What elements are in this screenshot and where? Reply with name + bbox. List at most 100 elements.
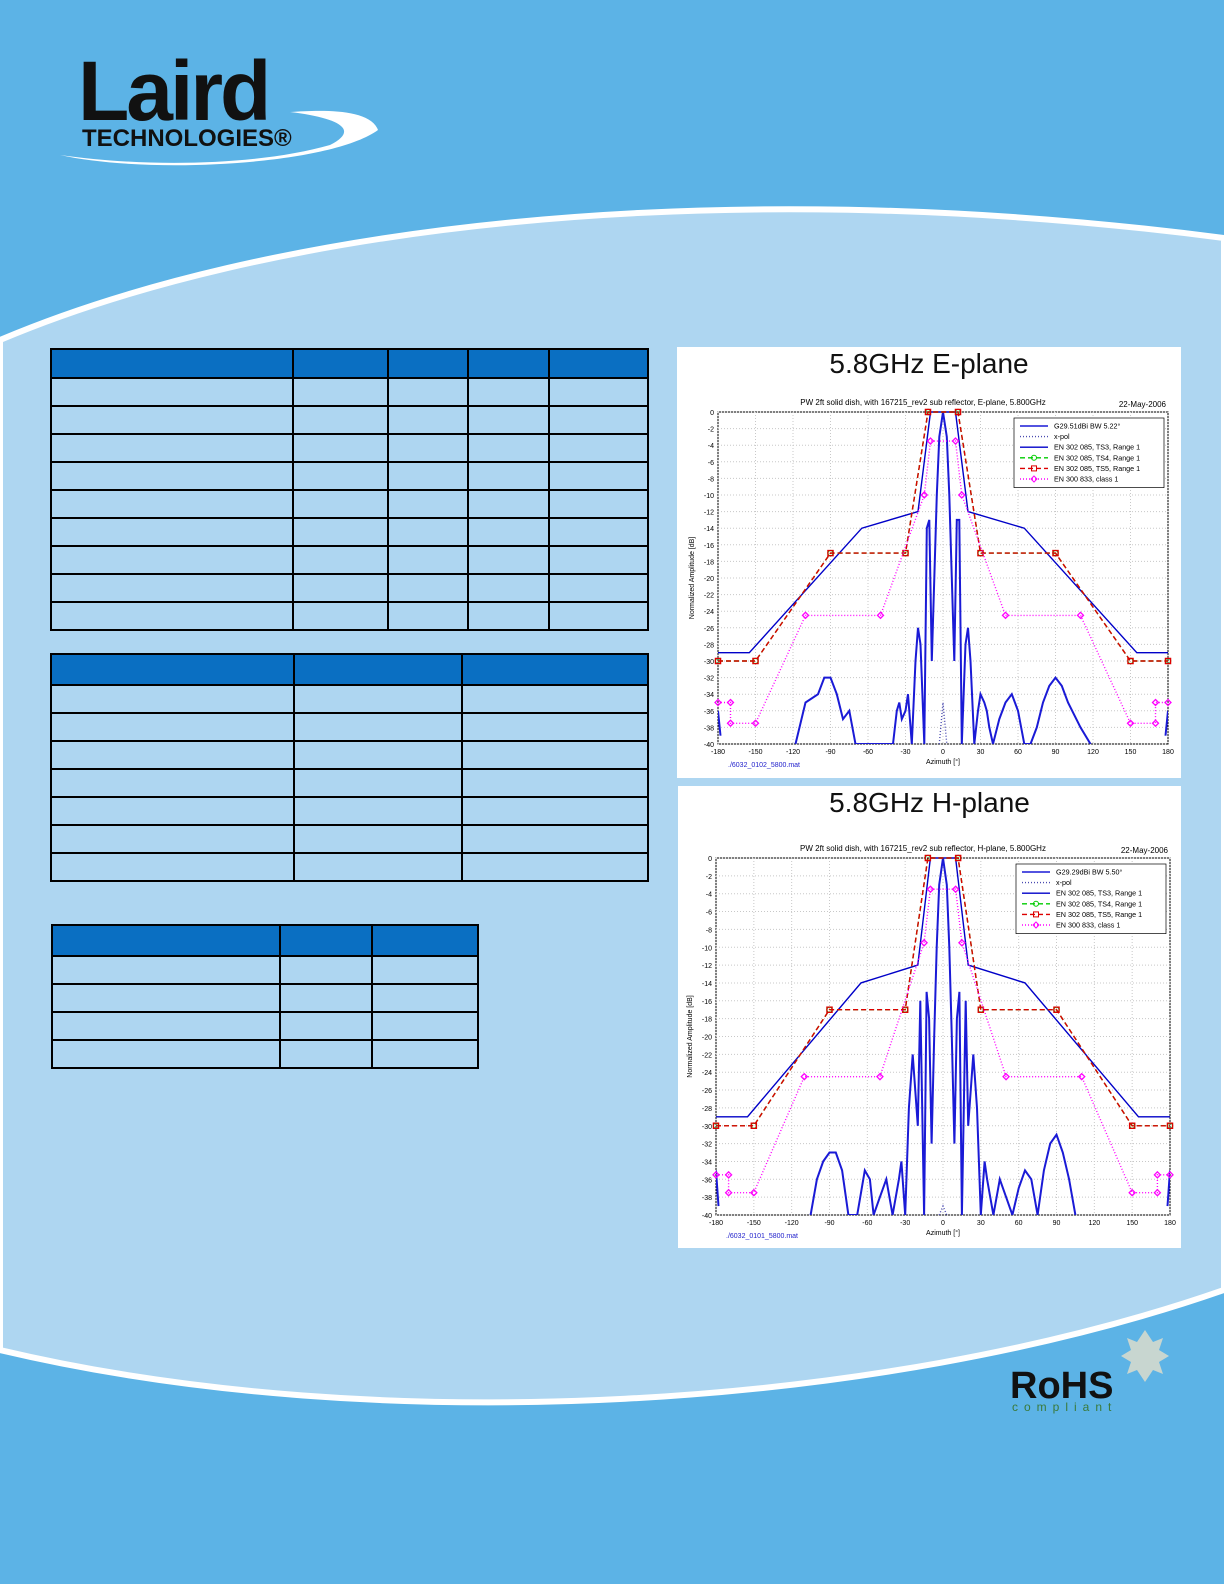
marker <box>724 1170 733 1179</box>
y-tick-label: -40 <box>704 742 714 749</box>
legend-label: EN 302 085, TS4, Range 1 <box>1056 899 1142 908</box>
row <box>50 517 649 547</box>
y-tick-label: 0 <box>708 856 712 863</box>
series-line <box>718 411 1168 662</box>
row <box>50 433 649 463</box>
cell <box>292 601 389 631</box>
chart-subtitle: PW 2ft solid dish, with 167215_rev2 sub … <box>800 844 1046 853</box>
x-tick-label: 0 <box>941 749 945 756</box>
cell <box>548 433 649 463</box>
cell <box>293 824 463 854</box>
marker <box>1153 1188 1162 1197</box>
y-tick-label: -24 <box>702 1070 712 1077</box>
x-tick-label: 180 <box>1162 749 1174 756</box>
cell <box>292 405 389 435</box>
marker <box>749 1188 758 1197</box>
x-tick-label: 0 <box>941 1220 945 1227</box>
legend-marker <box>1033 911 1039 918</box>
y-tick-label: -16 <box>704 543 714 550</box>
cell <box>548 377 649 407</box>
row <box>50 573 649 603</box>
marker <box>920 938 929 947</box>
x-tick-label: 60 <box>1015 1220 1023 1227</box>
marker <box>926 885 935 894</box>
marker <box>957 491 966 499</box>
cell <box>467 348 550 379</box>
marker <box>1164 657 1172 665</box>
cell <box>371 1039 479 1069</box>
y-tick-label: -6 <box>706 910 712 917</box>
cell <box>51 955 281 985</box>
row <box>50 740 649 770</box>
cell <box>461 712 649 742</box>
cell <box>467 489 550 519</box>
x-tick-label: 90 <box>1052 749 1060 756</box>
rohs-note: compliant <box>1012 1400 1117 1414</box>
x-tick-label: 150 <box>1125 749 1137 756</box>
cell <box>50 852 295 882</box>
row <box>50 489 649 519</box>
legend-box <box>1013 417 1165 488</box>
cell <box>50 377 294 407</box>
y-tick-label: 0 <box>710 410 714 417</box>
marker <box>876 611 885 620</box>
cell <box>292 433 389 463</box>
y-tick-label: -26 <box>702 1088 712 1095</box>
x-tick-label: -90 <box>825 749 835 756</box>
y-tick-label: -40 <box>702 1213 712 1220</box>
y-tick-label: -34 <box>704 692 714 699</box>
marker <box>954 854 962 862</box>
row <box>50 796 649 826</box>
legend-marker <box>1031 454 1037 461</box>
cell <box>387 461 469 491</box>
header-row <box>50 348 649 379</box>
cell <box>548 573 649 603</box>
cell <box>467 461 550 491</box>
y-tick-label: -20 <box>702 1035 712 1042</box>
row <box>50 684 649 714</box>
cell <box>50 824 295 854</box>
legend-label: EN 300 833, class 1 <box>1056 921 1120 930</box>
rohs-logo: RoHS <box>1010 1365 1113 1407</box>
marker <box>1164 698 1172 707</box>
legend-label: EN 300 833, class 1 <box>1054 475 1118 484</box>
x-tick-label: -180 <box>711 749 725 756</box>
marker <box>924 854 932 862</box>
y-tick-label: -34 <box>702 1159 712 1166</box>
x-tick-label: -30 <box>900 1220 910 1227</box>
legend-marker <box>1033 911 1039 918</box>
row <box>50 712 649 742</box>
cell <box>387 433 469 463</box>
x-tick-label: -90 <box>824 1220 834 1227</box>
legend-marker <box>1031 454 1037 461</box>
y-tick-label: -2 <box>706 874 712 881</box>
legend-marker <box>1032 921 1040 929</box>
cell <box>387 348 469 379</box>
chart-date: 22-May-2006 <box>1121 846 1169 855</box>
chart-date: 22-May-2006 <box>1119 400 1167 409</box>
cell <box>461 824 649 854</box>
series-line <box>718 440 1168 724</box>
cell <box>387 545 469 575</box>
cell <box>292 348 389 379</box>
marker <box>1153 1170 1162 1179</box>
legend-label: EN 302 085, TS3, Range 1 <box>1054 443 1140 452</box>
marker <box>750 1122 758 1129</box>
marker <box>1151 698 1160 707</box>
legend-marker <box>1032 921 1040 929</box>
cell <box>50 768 295 798</box>
legend-label: x-pol <box>1056 878 1072 887</box>
cell <box>279 1011 373 1041</box>
chart: 5.8GHz H-plane PW 2ft solid dish, with 16… <box>678 786 1181 1248</box>
cell <box>50 573 294 603</box>
cell <box>548 601 649 631</box>
marker <box>977 549 984 557</box>
y-tick-label: -4 <box>706 892 712 899</box>
cell <box>387 601 469 631</box>
marker <box>714 657 722 665</box>
cell <box>387 405 469 435</box>
x-tick-label: -120 <box>786 749 800 756</box>
cell <box>467 545 550 575</box>
legend-marker <box>1033 900 1039 907</box>
